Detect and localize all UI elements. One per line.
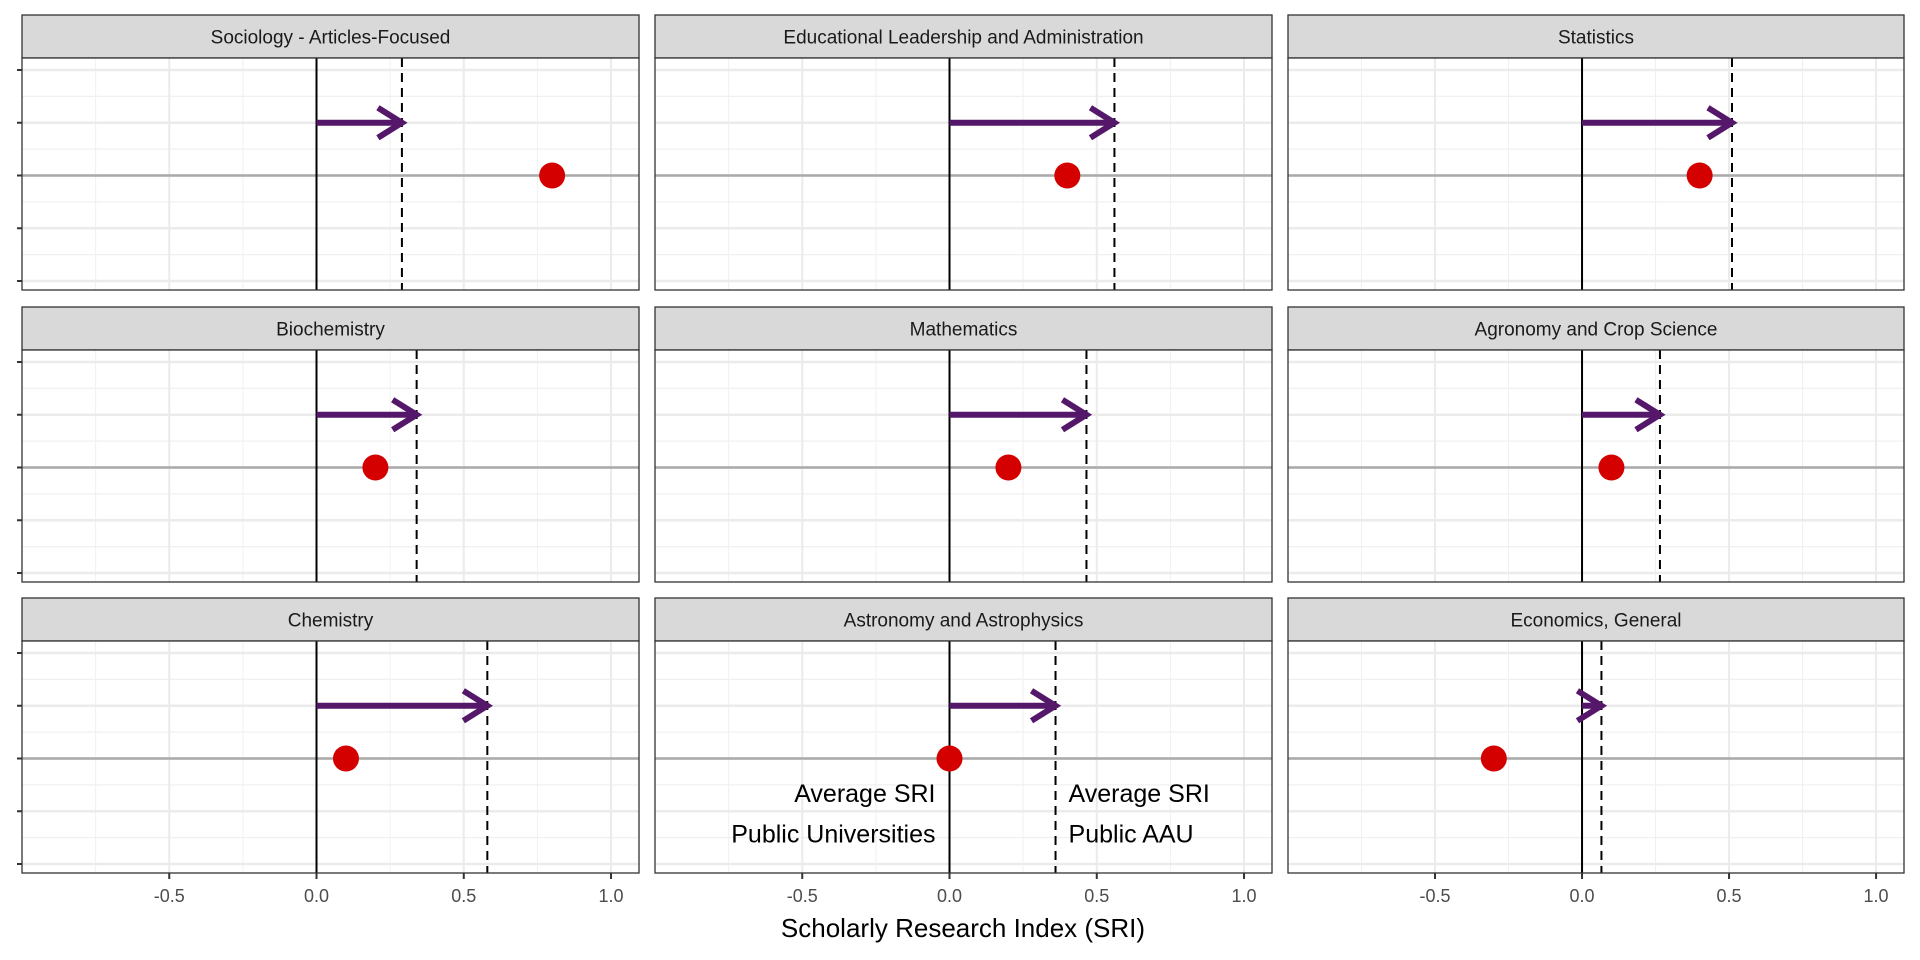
x-tick-label: -0.5 bbox=[787, 886, 818, 906]
facet-title: Sociology - Articles-Focused bbox=[211, 28, 451, 49]
panel-border bbox=[21, 57, 640, 291]
sri-point bbox=[1480, 745, 1507, 772]
x-tick-label: -0.5 bbox=[1420, 886, 1451, 906]
x-tick-label: 0.0 bbox=[1570, 886, 1595, 906]
facet-title: Astronomy and Astrophysics bbox=[844, 611, 1084, 632]
facet-title: Economics, General bbox=[1510, 611, 1681, 632]
facet-title: Mathematics bbox=[910, 320, 1018, 341]
facet-panel: Chemistry -0.5 0.0 0.5 1.0 bbox=[17, 597, 640, 906]
panel-border bbox=[1287, 349, 1905, 583]
annotation-public-universities: Average SRI bbox=[794, 780, 935, 808]
x-tick-label: 0.5 bbox=[451, 886, 476, 906]
sri-point bbox=[1686, 162, 1713, 189]
arrow-head bbox=[1706, 105, 1738, 141]
facet-panel: Mathematics bbox=[654, 306, 1273, 583]
facet-strip bbox=[654, 597, 1273, 642]
panel-border bbox=[654, 57, 1273, 291]
panel-border bbox=[654, 349, 1273, 583]
arrow-head bbox=[1634, 397, 1666, 433]
annotation-public-aau: Public AAU bbox=[1069, 820, 1194, 848]
sri-point bbox=[995, 454, 1022, 481]
facet-strip bbox=[654, 306, 1273, 351]
facet-panel: Statistics bbox=[1287, 14, 1905, 291]
x-tick-label: 0.5 bbox=[1084, 886, 1109, 906]
facet-panel: Agronomy and Crop Science bbox=[1287, 306, 1905, 583]
x-tick-label: 0.5 bbox=[1717, 886, 1742, 906]
x-axis-title: Scholarly Research Index (SRI) bbox=[781, 913, 1145, 943]
facet-title: Biochemistry bbox=[276, 320, 385, 341]
facet-strip bbox=[1287, 14, 1905, 59]
x-tick-label: 1.0 bbox=[1864, 886, 1889, 906]
x-tick-label: -0.5 bbox=[154, 886, 185, 906]
x-tick-label: 1.0 bbox=[599, 886, 624, 906]
facet-panel: Biochemistry bbox=[17, 306, 640, 583]
arrow-head bbox=[1029, 688, 1062, 724]
arrow-head bbox=[1575, 688, 1608, 724]
panel-border bbox=[21, 349, 640, 583]
facet-panel: Economics, General -0.5 0.0 0.5 1.0 bbox=[1287, 597, 1905, 906]
arrow-head bbox=[1088, 105, 1121, 141]
facet-strip bbox=[654, 14, 1273, 59]
annotation-public-universities: Public Universities bbox=[731, 820, 935, 848]
facet-title: Agronomy and Crop Science bbox=[1475, 320, 1718, 341]
x-tick-label: 1.0 bbox=[1232, 886, 1257, 906]
arrow-head bbox=[376, 105, 408, 141]
facet-panel: Astronomy and Astrophysics -0.5 0.0 0.5 1.0 A… bbox=[654, 597, 1273, 906]
x-tick-label: 0.0 bbox=[304, 886, 329, 906]
x-tick-label: 0.0 bbox=[937, 886, 962, 906]
sri-point bbox=[1054, 162, 1081, 189]
arrow-head bbox=[1060, 397, 1093, 433]
sri-point bbox=[1598, 454, 1625, 481]
facet-strip bbox=[1287, 306, 1905, 351]
arrow-head bbox=[461, 688, 493, 724]
sri-point bbox=[539, 162, 566, 189]
facet-strip bbox=[21, 597, 640, 642]
annotation-public-aau: Average SRI bbox=[1069, 780, 1210, 808]
sri-point bbox=[362, 454, 389, 481]
panel-border bbox=[1287, 640, 1905, 874]
panel-border bbox=[1287, 57, 1905, 291]
arrow-head bbox=[391, 397, 423, 433]
facet-title: Educational Leadership and Administratio… bbox=[783, 28, 1143, 49]
sri-point bbox=[332, 745, 359, 772]
panel-border bbox=[654, 640, 1273, 874]
facet-strip bbox=[21, 14, 640, 59]
facet-title: Chemistry bbox=[288, 611, 374, 632]
facet-panel: Sociology - Articles-Focused bbox=[17, 14, 640, 291]
facet-panel: Educational Leadership and Administratio… bbox=[654, 14, 1273, 291]
sri-point bbox=[936, 745, 963, 772]
panel-border bbox=[21, 640, 640, 874]
facet-strip bbox=[21, 306, 640, 351]
facet-title: Statistics bbox=[1558, 28, 1634, 49]
